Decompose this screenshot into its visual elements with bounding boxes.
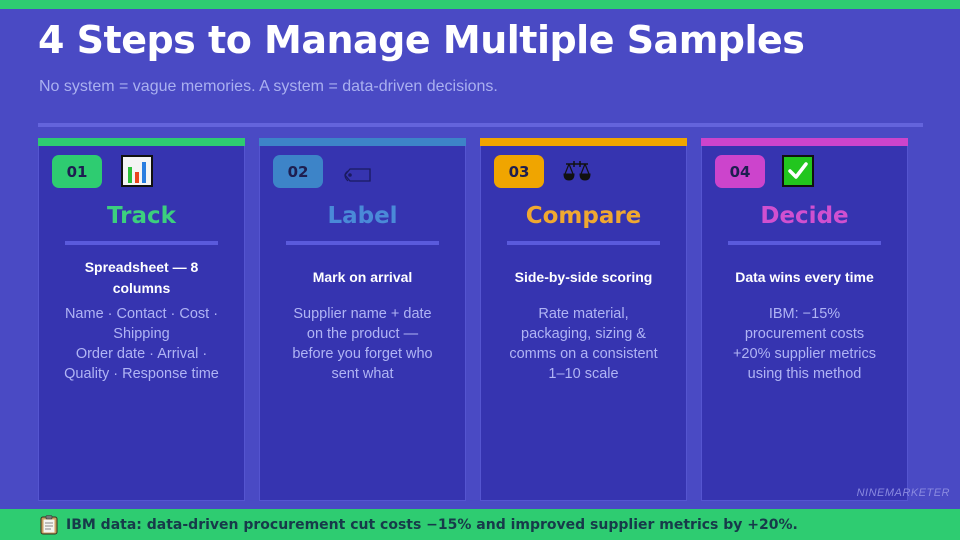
step-number-badge: 02 xyxy=(273,155,323,188)
card-divider xyxy=(507,241,660,245)
bar-chart-icon xyxy=(121,155,153,187)
step-name: Label xyxy=(327,203,398,229)
check-mark-icon xyxy=(782,155,814,187)
card-divider xyxy=(286,241,439,245)
card-divider xyxy=(728,241,881,245)
step-description: Name · Contact · Cost · Shipping Order d… xyxy=(64,306,219,382)
step-name: Track xyxy=(107,203,176,229)
brand-watermark: NINEMARKETER xyxy=(856,487,950,499)
card-divider xyxy=(65,241,218,245)
footer-text: IBM data: data-driven procurement cut co… xyxy=(66,516,798,533)
footer-banner: IBM data: data-driven procurement cut co… xyxy=(0,509,960,540)
tag-icon xyxy=(340,159,372,191)
step-number-badge: 04 xyxy=(715,155,765,188)
step-heading: Side-by-side scoring xyxy=(514,269,653,285)
step-number-badge: 01 xyxy=(52,155,102,188)
step-card-label: 02 Label Mark on arrival Supplier name +… xyxy=(259,138,466,501)
page-subtitle: No system = vague memories. A system = d… xyxy=(39,78,498,95)
card-accent-bar xyxy=(259,138,466,146)
step-card-compare: 03 Compare Side-by-side scoring Rate mat… xyxy=(480,138,687,501)
step-heading: Spreadsheet — 8 columns xyxy=(84,259,199,296)
step-card-track: 01 Track Spreadsheet — 8 columns Name · … xyxy=(38,138,245,501)
card-accent-bar xyxy=(480,138,687,146)
step-name: Compare xyxy=(525,203,642,229)
step-description: IBM: −15% procurement costs +20% supplie… xyxy=(732,306,877,382)
card-accent-bar xyxy=(38,138,245,146)
step-heading: Data wins every time xyxy=(735,269,874,285)
page-title: 4 Steps to Manage Multiple Samples xyxy=(38,18,805,62)
step-description: Rate material, packaging, sizing & comms… xyxy=(509,306,658,382)
step-name: Decide xyxy=(760,203,849,229)
step-card-decide: 04 Decide Data wins every time IBM: −15%… xyxy=(701,138,908,501)
clipboard-icon xyxy=(40,514,58,535)
step-description: Supplier name + date on the product — be… xyxy=(292,306,433,382)
top-accent-bar xyxy=(0,0,960,9)
card-accent-bar xyxy=(701,138,908,146)
scales-icon xyxy=(561,155,593,187)
header-divider xyxy=(38,123,923,127)
step-number-badge: 03 xyxy=(494,155,544,188)
step-heading: Mark on arrival xyxy=(312,269,413,285)
